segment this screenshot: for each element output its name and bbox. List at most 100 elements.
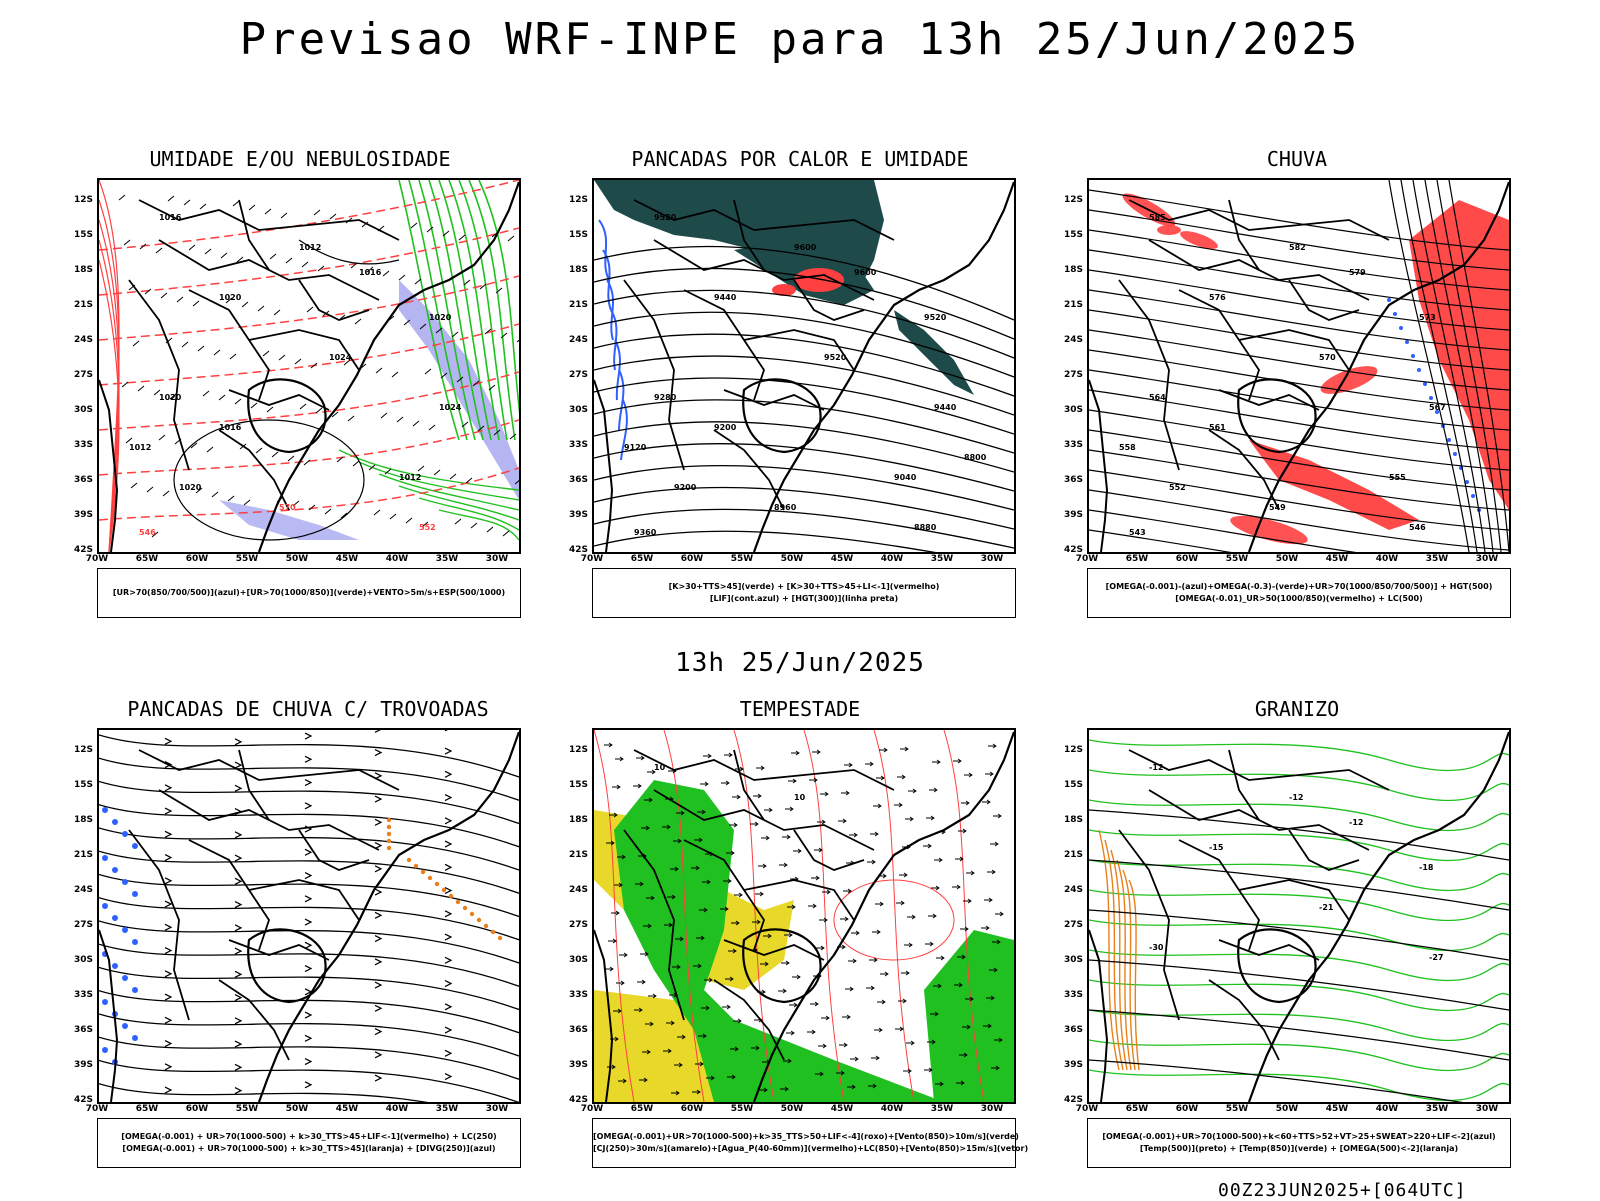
map-canvas: 9520 9600 9600 9440 9520 9520 9440 9280 9200 9120…	[594, 180, 1014, 552]
legend-line: [LIF](cont.azul) + [HGT(300)](linha pret…	[709, 594, 899, 603]
lon-tick-label: 30W	[485, 554, 509, 564]
contour-label: 546	[1409, 523, 1426, 532]
lon-tick-label: 40W	[880, 554, 904, 564]
lon-tick-label: 30W	[980, 554, 1004, 564]
lat-tick-label: 30S	[568, 405, 588, 415]
lat-tick-label: 36S	[568, 1025, 588, 1035]
lon-tick-label: 50W	[780, 1104, 804, 1114]
lat-tick-label: 27S	[73, 370, 93, 380]
lat-tick-label: 30S	[73, 405, 93, 415]
lat-tick-label: 33S	[568, 440, 588, 450]
lat-tick-label: 15S	[1063, 780, 1083, 790]
lat-tick-label: 12S	[73, 195, 93, 205]
contour-label: 573	[1419, 313, 1436, 322]
lon-tick-label: 55W	[1225, 554, 1249, 564]
lon-tick-label: 50W	[285, 554, 309, 564]
geography	[1089, 731, 1509, 1102]
lon-tick-label: 45W	[830, 1104, 854, 1114]
lat-tick-label: 18S	[73, 815, 93, 825]
lon-tick-label: 65W	[1125, 554, 1149, 564]
lon-tick-label: 35W	[435, 554, 459, 564]
lat-tick-label: 36S	[1063, 475, 1083, 485]
lon-tick-label: 35W	[930, 1104, 954, 1114]
lon-tick-label: 55W	[730, 554, 754, 564]
lat-tick-label: 36S	[568, 475, 588, 485]
lat-tick-label: 21S	[1063, 850, 1083, 860]
contour-label: 561	[1209, 423, 1226, 432]
geography	[99, 731, 519, 1102]
lat-tick-label: 15S	[1063, 230, 1083, 240]
contour-label: -12	[1349, 818, 1363, 827]
contour-label: 9120	[624, 443, 647, 452]
lon-tick-label: 35W	[930, 554, 954, 564]
contour-label: 585	[1149, 213, 1166, 222]
contour-label: 1020	[429, 313, 452, 322]
lon-tick-label: 50W	[1275, 554, 1299, 564]
lon-tick-label: 65W	[135, 554, 159, 564]
contour-label: 549	[1269, 503, 1286, 512]
lat-tick-label: 42S	[1063, 545, 1083, 555]
lat-tick-label: 24S	[1063, 885, 1083, 895]
lat-tick-label: 27S	[1063, 920, 1083, 930]
lon-tick-label: 50W	[1275, 1104, 1299, 1114]
contour-label: 555	[1389, 473, 1406, 482]
lat-tick-label: 39S	[73, 1060, 93, 1070]
legend-line: [CJ(250)>30m/s](amarelo)+[Agua_P(40-60mm…	[593, 1144, 1029, 1153]
lon-tick-label: 45W	[1325, 554, 1349, 564]
contour-label: 9360	[634, 528, 657, 537]
lat-tick-label: 27S	[73, 920, 93, 930]
contour-label: 558	[1119, 443, 1136, 452]
lon-tick-label: 60W	[680, 1104, 704, 1114]
contour-label: 9600	[854, 268, 877, 277]
lon-tick-label: 55W	[235, 1104, 259, 1114]
contour-label: 543	[1129, 528, 1146, 537]
lat-tick-label: 24S	[568, 335, 588, 345]
lat-tick-label: 33S	[73, 990, 93, 1000]
lat-tick-label: 24S	[1063, 335, 1083, 345]
run-info: 00Z23JUN2025+[064UTC]	[1218, 1180, 1467, 1201]
lon-tick-label: 45W	[335, 1104, 359, 1114]
lat-tick-label: 15S	[568, 230, 588, 240]
contour-label: 1020	[159, 393, 182, 402]
lat-tick-label: 27S	[1063, 370, 1083, 380]
lon-tick-label: 70W	[85, 554, 109, 564]
lon-tick-label: 45W	[830, 554, 854, 564]
contour-label: -12	[1149, 763, 1163, 772]
lat-tick-label: 39S	[568, 1060, 588, 1070]
map-tempestade: 10 10	[592, 728, 1016, 1104]
lon-tick-label: 60W	[185, 1104, 209, 1114]
lon-tick-label: 55W	[1225, 1104, 1249, 1114]
panel-title-pancadas-trovoadas: PANCADAS DE CHUVA C/ TROVOADAS	[127, 697, 489, 721]
contour-label: 1020	[179, 483, 202, 492]
contour-label: 1012	[129, 443, 151, 452]
contour-label: 1016	[359, 268, 382, 277]
contour-label: 1024	[439, 403, 462, 412]
lat-tick-label: 21S	[1063, 300, 1083, 310]
lat-tick-label: 36S	[73, 475, 93, 485]
map-granizo: -12 -12 -12 -15 -18 -21 -27 -30	[1087, 728, 1511, 1104]
panel-title-pancadas-calor: PANCADAS POR CALOR E UMIDADE	[631, 147, 969, 171]
lon-tick-label: 50W	[780, 554, 804, 564]
lon-tick-label: 70W	[580, 554, 604, 564]
panel-title-umidade: UMIDADE E/OU NEBULOSIDADE	[149, 147, 451, 171]
legend-granizo: [OMEGA(-0.001)+UR>70(1000-500)+k<60+TTS>…	[1087, 1118, 1511, 1168]
lat-tick-label: 36S	[73, 1025, 93, 1035]
lat-tick-label: 15S	[568, 780, 588, 790]
contour-label: 582	[1289, 243, 1306, 252]
legend-line: [K>30+TTS>45](verde) + [K>30+TTS>45+LI<-…	[668, 582, 940, 591]
panel-title-chuva: CHUVA	[1266, 147, 1328, 171]
map-umidade: 1016 1012 1016 1020 1020 1024 1024 1020 1016 1012…	[97, 178, 521, 554]
contour-label: 9280	[654, 393, 677, 402]
contour-label: 9440	[714, 293, 737, 302]
lon-tick-label: 45W	[1325, 1104, 1349, 1114]
contour-label: 10	[654, 763, 666, 772]
legend-pancadas-calor: [K>30+TTS>45](verde) + [K>30+TTS>45+LI<-…	[592, 568, 1016, 618]
contour-label: 579	[1349, 268, 1366, 277]
lat-tick-label: 24S	[73, 885, 93, 895]
lat-tick-label: 18S	[1063, 265, 1083, 275]
contour-label: 10	[794, 793, 806, 802]
lon-tick-label: 55W	[730, 1104, 754, 1114]
contour-label: 564	[1149, 393, 1166, 402]
lon-tick-label: 40W	[1375, 1104, 1399, 1114]
contour-label: 1016	[219, 423, 242, 432]
